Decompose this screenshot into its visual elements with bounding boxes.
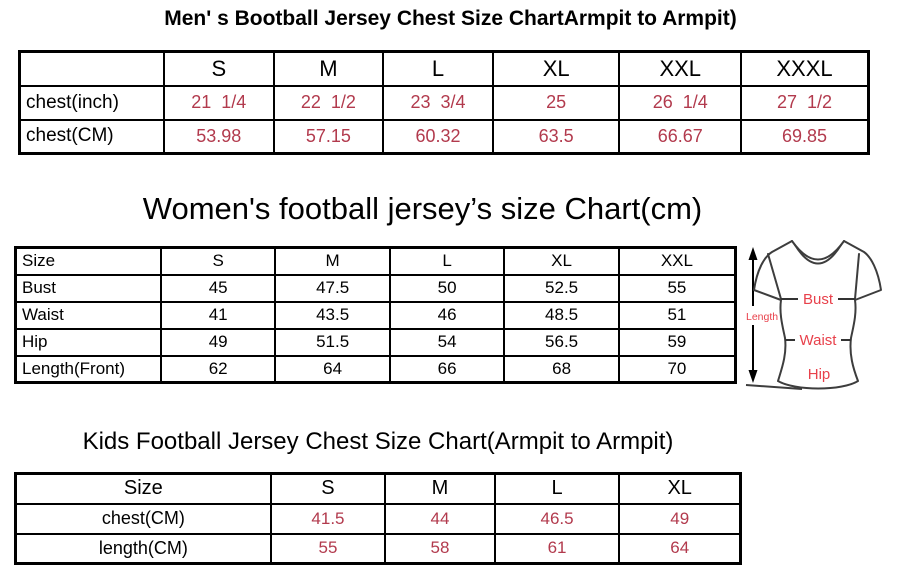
men-size-table: S M L XL XXL XXXL chest(inch) 21 1/4 22 1/2 23 3/… bbox=[18, 50, 870, 155]
women-chart-title: Women's football jersey’s size Chart(cm) bbox=[142, 191, 703, 226]
value-cell: 23 3/4 bbox=[382, 84, 494, 121]
header-cell: L bbox=[382, 50, 494, 87]
value-cell: 43.5 bbox=[274, 300, 391, 330]
header-cell: XXL bbox=[618, 50, 742, 87]
women-size-table: Size S M L XL XXL Bust 45 47.5 50 52.5 55 Waist 41 43.… bbox=[14, 246, 737, 384]
header-row: Size S M L XL bbox=[14, 472, 742, 505]
header-cell: Size bbox=[14, 472, 272, 505]
table-row: Waist 41 43.5 46 48.5 51 bbox=[14, 300, 737, 330]
header-cell: XXXL bbox=[740, 50, 870, 87]
header-cell: S bbox=[162, 50, 275, 87]
table-row: Hip 49 51.5 54 56.5 59 bbox=[14, 327, 737, 357]
value-cell: 66 bbox=[388, 354, 506, 384]
value-cell: 49 bbox=[618, 502, 742, 535]
value-cell: 46 bbox=[388, 300, 506, 330]
value-cell: 45 bbox=[159, 273, 277, 303]
value-cell: 69.85 bbox=[740, 118, 870, 155]
table-row: Length(Front) 62 64 66 68 70 bbox=[14, 354, 737, 384]
header-cell: M bbox=[384, 472, 496, 505]
header-cell: XL bbox=[503, 246, 620, 276]
value-cell: 66.67 bbox=[618, 118, 742, 155]
header-cell: M bbox=[272, 50, 385, 87]
header-cell bbox=[18, 50, 165, 87]
value-cell: 56.5 bbox=[503, 327, 620, 357]
bust-label: Bust bbox=[803, 291, 834, 308]
value-cell: 50 bbox=[388, 273, 506, 303]
value-cell: 52.5 bbox=[503, 273, 620, 303]
hem-baseline bbox=[745, 384, 803, 390]
value-cell: 51.5 bbox=[274, 327, 391, 357]
value-cell: 41 bbox=[159, 300, 277, 330]
header-cell: XL bbox=[491, 50, 621, 87]
value-cell: 63.5 bbox=[491, 118, 621, 155]
shirt-measurement-diagram: Length Bust Waist Hip bbox=[745, 240, 882, 390]
length-arrow-top-head bbox=[748, 247, 758, 260]
header-cell: L bbox=[388, 246, 506, 276]
table-row: Bust 45 47.5 50 52.5 55 bbox=[14, 273, 737, 303]
row-label: Length(Front) bbox=[14, 354, 162, 384]
value-cell: 26 1/4 bbox=[618, 84, 742, 121]
value-cell: 48.5 bbox=[503, 300, 620, 330]
header-cell: XL bbox=[618, 472, 742, 505]
row-label: Waist bbox=[14, 300, 162, 330]
row-label: Hip bbox=[14, 327, 162, 357]
value-cell: 62 bbox=[159, 354, 277, 384]
row-label: Bust bbox=[14, 273, 162, 303]
row-label: chest(CM) bbox=[14, 502, 272, 535]
value-cell: 59 bbox=[617, 327, 737, 357]
header-cell: XXL bbox=[617, 246, 737, 276]
value-cell: 68 bbox=[503, 354, 620, 384]
value-cell: 58 bbox=[384, 532, 496, 565]
value-cell: 61 bbox=[493, 532, 621, 565]
value-cell: 55 bbox=[617, 273, 737, 303]
value-cell: 64 bbox=[618, 532, 742, 565]
value-cell: 49 bbox=[159, 327, 277, 357]
header-cell: L bbox=[493, 472, 621, 505]
value-cell: 64 bbox=[274, 354, 391, 384]
value-cell: 41.5 bbox=[269, 502, 387, 535]
row-label: length(CM) bbox=[14, 532, 272, 565]
value-cell: 55 bbox=[269, 532, 387, 565]
value-cell: 60.32 bbox=[382, 118, 494, 155]
value-cell: 53.98 bbox=[162, 118, 275, 155]
value-cell: 25 bbox=[491, 84, 621, 121]
value-cell: 46.5 bbox=[493, 502, 621, 535]
kids-size-table: Size S M L XL chest(CM) 41.5 44 46.5 49 length(CM)… bbox=[14, 472, 742, 565]
header-cell: M bbox=[274, 246, 391, 276]
table-row: chest(CM) 41.5 44 46.5 49 bbox=[14, 502, 742, 535]
header-row: Size S M L XL XXL bbox=[14, 246, 737, 276]
value-cell: 51 bbox=[617, 300, 737, 330]
header-cell: Size bbox=[14, 246, 162, 276]
table-row: length(CM) 55 58 61 64 bbox=[14, 532, 742, 565]
value-cell: 22 1/2 bbox=[272, 84, 385, 121]
waist-label: Waist bbox=[800, 332, 838, 349]
length-label: Length bbox=[746, 311, 778, 323]
header-cell: S bbox=[269, 472, 387, 505]
value-cell: 70 bbox=[617, 354, 737, 384]
hip-label: Hip bbox=[808, 366, 831, 383]
value-cell: 27 1/2 bbox=[740, 84, 870, 121]
kids-chart-title: Kids Football Jersey Chest Size Chart(Ar… bbox=[82, 428, 674, 455]
row-label: chest(inch) bbox=[18, 84, 165, 121]
value-cell: 47.5 bbox=[274, 273, 391, 303]
value-cell: 44 bbox=[384, 502, 496, 535]
table-row: chest(inch) 21 1/4 22 1/2 23 3/4 25 26 1/4 27 … bbox=[18, 84, 870, 121]
length-arrow-bottom-head bbox=[748, 370, 758, 383]
men-chart-title: Men' s Bootball Jersey Chest Size ChartA… bbox=[164, 7, 737, 30]
value-cell: 21 1/4 bbox=[162, 84, 275, 121]
shirt-outline bbox=[753, 240, 882, 390]
header-row: S M L XL XXL XXXL bbox=[18, 50, 870, 87]
value-cell: 54 bbox=[388, 327, 506, 357]
table-row: chest(CM) 53.98 57.15 60.32 63.5 66.67 69.85 bbox=[18, 118, 870, 155]
header-cell: S bbox=[159, 246, 277, 276]
value-cell: 57.15 bbox=[272, 118, 385, 155]
row-label: chest(CM) bbox=[18, 118, 165, 155]
